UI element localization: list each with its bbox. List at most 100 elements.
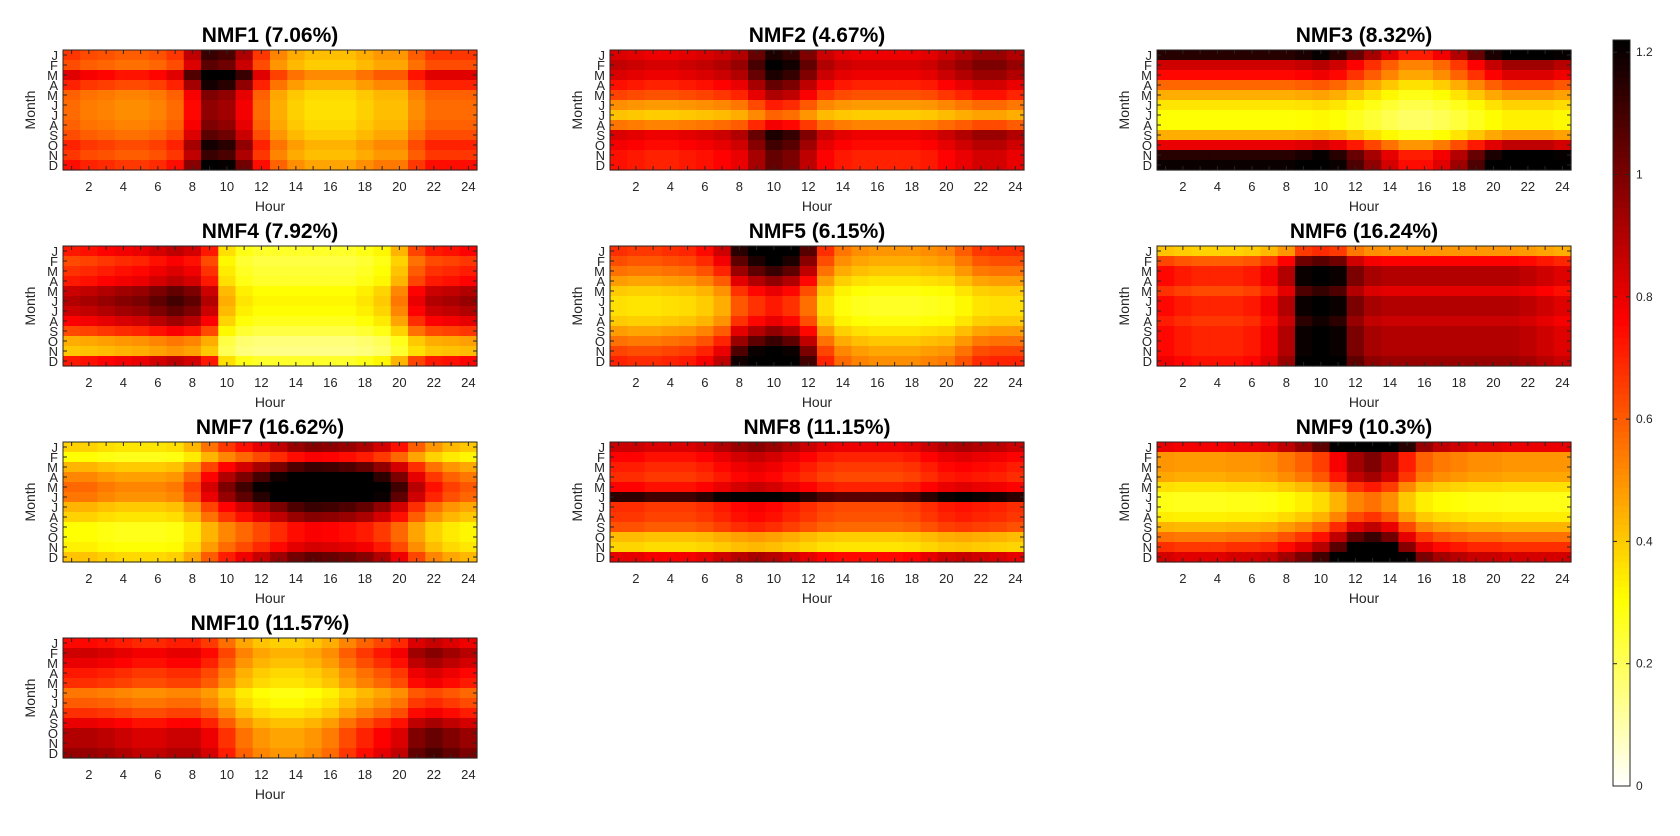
- heatmap-cell: [442, 306, 461, 317]
- heatmap-cell: [1277, 336, 1296, 347]
- heatmap-cell: [903, 120, 922, 131]
- heatmap-cell: [1467, 492, 1486, 503]
- heatmap-cell: [183, 472, 202, 483]
- heatmap-cell: [1553, 552, 1572, 563]
- heatmap-cell: [1553, 246, 1572, 257]
- heatmap-cell: [321, 648, 340, 659]
- heatmap-cell: [1484, 482, 1503, 493]
- heatmap-cell: [63, 140, 81, 151]
- y-tick-label: A: [1143, 314, 1152, 329]
- heatmap-cell: [1467, 532, 1486, 543]
- heatmap-cell: [799, 140, 818, 151]
- y-tick-label: J: [1146, 48, 1153, 63]
- heatmap-cell: [149, 60, 168, 71]
- heatmap-cell: [166, 276, 185, 287]
- colorbar-band: [1613, 238, 1630, 246]
- heatmap-cell: [1467, 522, 1486, 533]
- heatmap-cell: [1381, 90, 1400, 101]
- heatmap-cell: [356, 708, 375, 719]
- heatmap-cell: [1415, 60, 1434, 71]
- heatmap-cell: [1346, 452, 1365, 463]
- x-tick-label: 12: [254, 375, 268, 390]
- heatmap-cell: [356, 668, 375, 679]
- heatmap-cell: [442, 678, 461, 689]
- colorbar-band: [1613, 214, 1630, 221]
- heatmap-cell: [610, 80, 628, 91]
- colorbar-band: [1613, 574, 1630, 582]
- heatmap-cell: [408, 668, 426, 679]
- heatmap-cell: [730, 482, 749, 493]
- heatmap-cell: [955, 542, 973, 553]
- heatmap-cell: [408, 256, 426, 267]
- heatmap-cell: [730, 140, 749, 151]
- heatmap-cell: [972, 462, 991, 473]
- heatmap-cell: [373, 738, 392, 749]
- heatmap-cell: [730, 356, 749, 367]
- heatmap-cell: [1277, 532, 1296, 543]
- heatmap-cell: [696, 522, 715, 533]
- heatmap-cell: [817, 336, 835, 347]
- heatmap-cell: [817, 80, 835, 91]
- heatmap-cell: [1006, 492, 1025, 503]
- heatmap-cell: [183, 482, 202, 493]
- heatmap-cell: [661, 532, 680, 543]
- heatmap-cell: [817, 462, 835, 473]
- heatmap-cell: [661, 542, 680, 553]
- heatmap-cell: [183, 286, 202, 297]
- heatmap-cell: [1243, 472, 1262, 483]
- heatmap-cell: [1006, 356, 1025, 367]
- heatmap-cell: [390, 748, 409, 759]
- heatmap-cell: [937, 316, 956, 327]
- heatmap-cell: [1484, 120, 1503, 131]
- heatmap-cell: [817, 356, 835, 367]
- heatmap-cell: [373, 50, 392, 61]
- heatmap-cell: [1364, 246, 1382, 257]
- heatmap-cell: [1519, 276, 1538, 287]
- heatmap-cell: [644, 276, 663, 287]
- heatmap-cell: [644, 286, 663, 297]
- heatmap-cell: [321, 522, 340, 533]
- heatmap-cell: [937, 356, 956, 367]
- heatmap-cell: [937, 512, 956, 523]
- heatmap-cell: [459, 346, 478, 357]
- heatmap-cell: [1329, 286, 1348, 297]
- heatmap-cell: [1329, 356, 1348, 367]
- heatmap-cell: [166, 80, 185, 91]
- axes-frame: [609, 49, 1025, 171]
- heatmap-cell: [748, 296, 766, 307]
- heatmap-cell: [1006, 266, 1025, 277]
- heatmap-cell: [920, 120, 939, 131]
- heatmap-cell: [321, 140, 340, 151]
- x-tick-label: 10: [767, 375, 781, 390]
- x-tick-label: 6: [154, 179, 161, 194]
- heatmap-cell: [713, 336, 732, 347]
- heatmap-cell: [1415, 246, 1434, 257]
- heatmap-cell: [955, 246, 973, 257]
- heatmap-cell: [1157, 90, 1175, 101]
- heatmap-cell: [166, 110, 185, 121]
- heatmap-cell: [1536, 542, 1555, 553]
- heatmap-cell: [287, 638, 306, 649]
- heatmap-cell: [1364, 442, 1382, 453]
- heatmap-cell: [1346, 160, 1365, 171]
- heatmap-cell: [1502, 160, 1520, 171]
- heatmap-cell: [1226, 336, 1244, 347]
- heatmap-cell: [218, 728, 237, 739]
- heatmap-cell: [339, 512, 357, 523]
- heatmap-cell: [63, 276, 81, 287]
- heatmap-cell: [782, 80, 801, 91]
- heatmap-cell: [425, 452, 444, 463]
- heatmap-cell: [1467, 70, 1486, 81]
- heatmap-cell: [1208, 150, 1227, 161]
- heatmap-cell: [425, 246, 444, 257]
- heatmap-cell: [1467, 90, 1486, 101]
- heatmap-cell: [868, 472, 887, 483]
- heatmap-cell: [63, 110, 81, 121]
- heatmap-cell: [408, 80, 426, 91]
- heatmap-cell: [1226, 472, 1244, 483]
- y-tick-label: M: [47, 88, 58, 103]
- heatmap-cell: [252, 50, 271, 61]
- heatmap-cell: [390, 326, 409, 337]
- heatmap-cell: [183, 442, 202, 453]
- heatmap-cell: [287, 286, 306, 297]
